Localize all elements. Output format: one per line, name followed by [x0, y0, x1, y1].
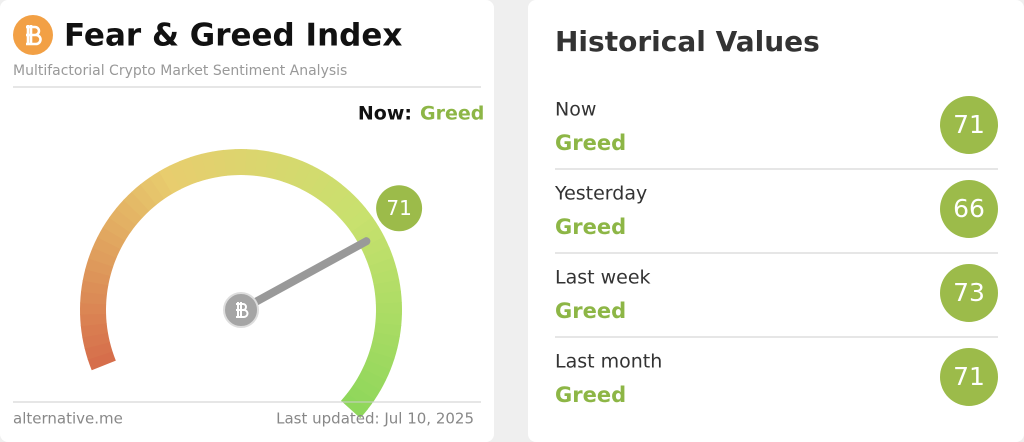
gauge-arc [88, 247, 117, 267]
gauge-arc [309, 171, 333, 199]
gauge-arc [85, 257, 114, 277]
now-label: Now: [358, 103, 412, 125]
updated: Last updated: Jul 10, 2025 [276, 410, 474, 428]
gauge-arc [347, 385, 375, 410]
value: 73 [953, 278, 985, 307]
gauge-arc [375, 313, 402, 326]
gauge-arc [200, 151, 218, 180]
gauge-arc [373, 279, 401, 295]
gauge-arc [123, 191, 150, 218]
history-card [528, 0, 1024, 442]
gauge-arc [339, 199, 366, 225]
period: Now [555, 99, 596, 121]
gauge-arc [352, 376, 381, 401]
gauge-arc [254, 149, 270, 178]
value-badge [376, 185, 423, 232]
gauge-arc [158, 165, 182, 194]
gauge-arc [332, 191, 359, 218]
gauge-arc [80, 322, 108, 338]
period: Last month [555, 351, 662, 373]
subtitle: Multifactorial Crypto Market Sentiment A… [13, 63, 347, 79]
gauge-arc [357, 368, 387, 391]
gauge-arc [131, 184, 157, 212]
gauge-arc [345, 207, 373, 233]
gauge-arc [317, 177, 342, 205]
gauge-arc [371, 268, 400, 286]
gauge-arc [372, 332, 400, 349]
gauge-arc [365, 246, 394, 267]
gauge-arc [351, 217, 380, 241]
value-badge [940, 348, 998, 406]
gauge-arc [291, 160, 313, 190]
classification: Greed [555, 131, 626, 155]
source: alternative.me [13, 410, 123, 428]
gauge-arc [374, 322, 402, 338]
gauge-arc [369, 341, 398, 360]
gauge-arc [190, 153, 208, 182]
gauge-arc [362, 359, 391, 381]
gauge-arc [179, 157, 199, 186]
classification: Greed [555, 215, 626, 239]
gauge: 71 [80, 149, 423, 419]
classification: Greed [555, 299, 626, 323]
value-badge [940, 180, 998, 238]
gauge-arc [109, 208, 137, 233]
gauge-arc [84, 341, 113, 360]
gauge-arc [223, 149, 237, 176]
title: Fear & Greed Index [64, 18, 402, 54]
gauge-needle [237, 237, 371, 314]
gauge-arc [212, 149, 227, 178]
gauge-arc [115, 199, 143, 226]
value: 71 [953, 110, 985, 139]
gauge-arc [300, 165, 323, 194]
gauge-arc [81, 280, 109, 295]
gauge-arc [282, 156, 303, 186]
gauge-card [0, 0, 494, 442]
gauge-arc [168, 161, 190, 190]
gauge-arc [92, 236, 121, 258]
gauge-arc [340, 392, 368, 419]
gauge-arc [375, 290, 402, 305]
period: Yesterday [554, 183, 647, 205]
gauge-arc [82, 268, 111, 286]
history-title: Historical Values [555, 25, 820, 58]
gauge-arc [97, 226, 126, 250]
bitcoin-icon [13, 15, 53, 55]
gauge-arc [102, 217, 131, 241]
now-class: Greed [420, 103, 484, 125]
gauge-arc [366, 350, 395, 370]
gauge-arc [264, 151, 281, 180]
gauge-arc [140, 177, 165, 205]
gauge-arc [82, 332, 110, 349]
value: 66 [953, 194, 985, 223]
gauge-arc [361, 236, 390, 258]
gauge-arc [80, 313, 107, 327]
value-label: 71 [386, 196, 411, 220]
gauge-arc [368, 257, 397, 276]
gauge-arc [149, 171, 173, 200]
period: Last week [555, 267, 651, 289]
value-badge [940, 264, 998, 322]
gauge-arc [245, 149, 259, 176]
gauge-arc [87, 351, 116, 371]
history-rows: Now Greed 71 Yesterday Greed 66 Last week Greed… [554, 96, 998, 407]
classification: Greed [555, 383, 626, 407]
hub-icon [236, 302, 249, 318]
value: 71 [953, 362, 985, 391]
value-badge [940, 96, 998, 154]
gauge-arc [324, 183, 351, 211]
gauge-arc [273, 153, 292, 182]
gauge-arc [80, 291, 107, 305]
